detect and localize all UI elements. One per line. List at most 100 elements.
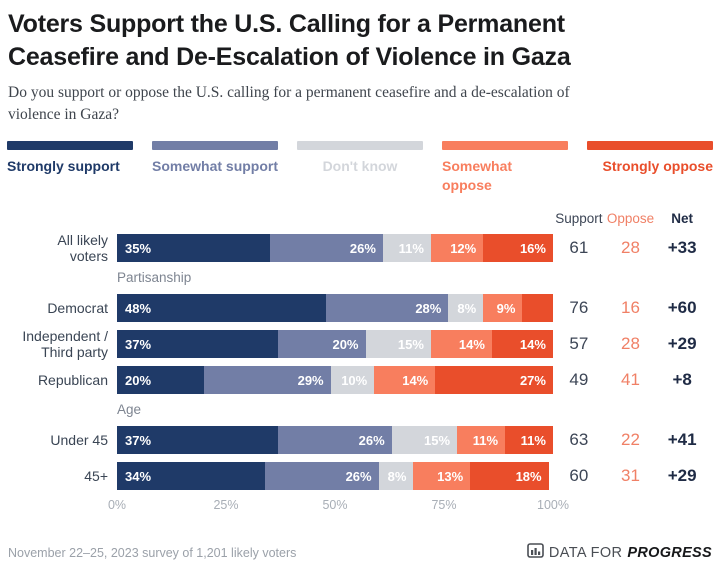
chart-legend: Strongly support Somewhat support Don't kn… <box>7 141 713 195</box>
bar-segment: 12% <box>430 234 484 262</box>
brand-text-progress: PROGRESS <box>627 545 712 561</box>
bar-segment: 34% <box>117 462 266 490</box>
bar-segment: 35% <box>117 234 270 262</box>
support-value: 57 <box>569 334 589 353</box>
column-header-support: Support <box>555 210 603 226</box>
bar-segment-label: 14% <box>402 372 429 388</box>
legend-label: Don't know <box>322 158 398 174</box>
brand-text-data-for: DATA FOR <box>548 545 623 561</box>
support-value: 76 <box>569 298 589 317</box>
section-label: Partisanship <box>117 270 192 285</box>
bar-segment-label: 14% <box>458 336 485 352</box>
chart-row: Under 45 37% 26% 15% 11% 11% 63 22 +41 <box>0 426 720 454</box>
bar-segment: 8% <box>378 462 414 490</box>
chart-subtitle-line-2: violence in Gaza? <box>8 106 120 123</box>
survey-note: November 22–25, 2023 survey of 1,201 lik… <box>8 546 297 560</box>
row-label: 45+ <box>84 467 108 484</box>
legend-swatch <box>442 141 568 150</box>
chart-row: 45+ 34% 26% 8% 13% 18% 60 31 +29 <box>0 462 720 490</box>
bar-segment: 37% <box>117 426 279 454</box>
legend-item: Strongly support <box>7 141 133 195</box>
legend-label: Somewhat support <box>152 158 279 174</box>
legend-item: Somewhat oppose <box>442 141 568 195</box>
chart-title-line-2: Ceasefire and De-Escalation of Violence … <box>8 42 571 71</box>
bar-segment: 15% <box>391 426 458 454</box>
chart-row: Independent / Third party 37% 20% 15% 14% 14%… <box>0 328 720 360</box>
bar-segment-label: 20% <box>332 336 359 352</box>
net-value: +8 <box>672 370 692 389</box>
bar-segment-label: 11% <box>520 432 546 448</box>
column-header-net: Net <box>671 210 694 226</box>
bar-segment: 10% <box>330 366 375 394</box>
chart-title-line-1: Voters Support the U.S. Calling for a Pe… <box>8 10 565 38</box>
data-for-progress-logo: DATA FOR PROGRESS <box>527 543 712 563</box>
bar-segment-label: 28% <box>415 300 442 316</box>
net-value: +60 <box>667 298 697 317</box>
oppose-value: 41 <box>621 370 640 389</box>
legend-swatch <box>152 141 278 150</box>
net-value: +29 <box>667 466 697 485</box>
stacked-bar: 37% 26% 15% 11% 11% <box>117 426 553 454</box>
bar-segment: 20% <box>117 366 205 394</box>
bar-segment: 20% <box>278 330 366 358</box>
bar-segment-label: 26% <box>358 432 385 448</box>
stacked-bar: 37% 20% 15% 14% 14% <box>117 330 553 358</box>
oppose-value: 28 <box>621 238 640 257</box>
chart-footer: November 22–25, 2023 survey of 1,201 lik… <box>8 543 712 563</box>
net-value: +41 <box>667 430 697 449</box>
bar-segment: 18% <box>470 462 549 490</box>
bar-segment-label: 14% <box>519 336 546 352</box>
chart-row: Democrat 48% 28% 8% 9% 76 16 +60 <box>0 294 720 322</box>
bar-segment: 26% <box>278 426 392 454</box>
legend-swatch <box>7 141 133 150</box>
support-value: 61 <box>569 238 589 257</box>
row-label: Under 45 <box>50 431 108 448</box>
bar-segment: 11% <box>382 234 431 262</box>
section-label: Age <box>117 402 142 417</box>
bar-segment: 14% <box>430 330 492 358</box>
stacked-bar: 34% 26% 8% 13% 18% <box>117 462 553 490</box>
legend-swatch <box>587 141 713 150</box>
bar-segment: 14% <box>374 366 436 394</box>
bar-segment: 14% <box>491 330 553 358</box>
oppose-value: 16 <box>621 298 640 317</box>
legend-label: Somewhat oppose <box>442 158 513 193</box>
stacked-bar: 35% 26% 11% 12% 16% <box>117 234 553 262</box>
bar-segment-label: 18% <box>515 468 542 484</box>
bar-chart-logo-icon <box>527 543 544 563</box>
bar-segment-label: 8% <box>387 468 407 484</box>
x-axis-tick: 25% <box>213 498 239 512</box>
bar-segment-label: 12% <box>450 240 477 256</box>
bar-segment-label: 10% <box>341 372 368 388</box>
bar-segment: 13% <box>413 462 471 490</box>
row-label: Republican <box>37 371 108 388</box>
column-header-oppose: Oppose <box>606 210 655 226</box>
net-value: +29 <box>667 334 697 353</box>
bar-segment: 28% <box>326 294 449 322</box>
bar-segment-label: 37% <box>125 432 152 448</box>
bar-segment-label: 26% <box>345 468 372 484</box>
stacked-bar: 48% 28% 8% 9% <box>117 294 553 322</box>
row-label: All likely voters <box>57 231 108 264</box>
bar-segment-label: 48% <box>125 300 152 316</box>
legend-swatch <box>297 141 423 150</box>
bar-segment-label: 15% <box>424 432 451 448</box>
bar-segment-label: 27% <box>519 372 546 388</box>
net-value: +33 <box>667 238 697 257</box>
bar-segment-label: 15% <box>397 336 424 352</box>
bar-segment-label: 8% <box>457 300 477 316</box>
bar-segment: 29% <box>204 366 331 394</box>
bar-segment: 26% <box>265 462 379 490</box>
legend-label: Strongly oppose <box>602 158 713 174</box>
bar-segment-label: 37% <box>125 336 152 352</box>
bar-segment-label: 16% <box>519 240 546 256</box>
x-axis-tick: 0% <box>107 498 127 512</box>
bar-segment-label: 34% <box>125 468 152 484</box>
bar-segment-label: 9% <box>496 300 516 316</box>
x-axis-tick: 100% <box>537 498 569 512</box>
bar-segment: 11% <box>505 426 553 454</box>
support-value: 49 <box>569 370 589 389</box>
bar-segment: 8% <box>448 294 484 322</box>
stacked-bar: 20% 29% 10% 14% 27% <box>117 366 553 394</box>
